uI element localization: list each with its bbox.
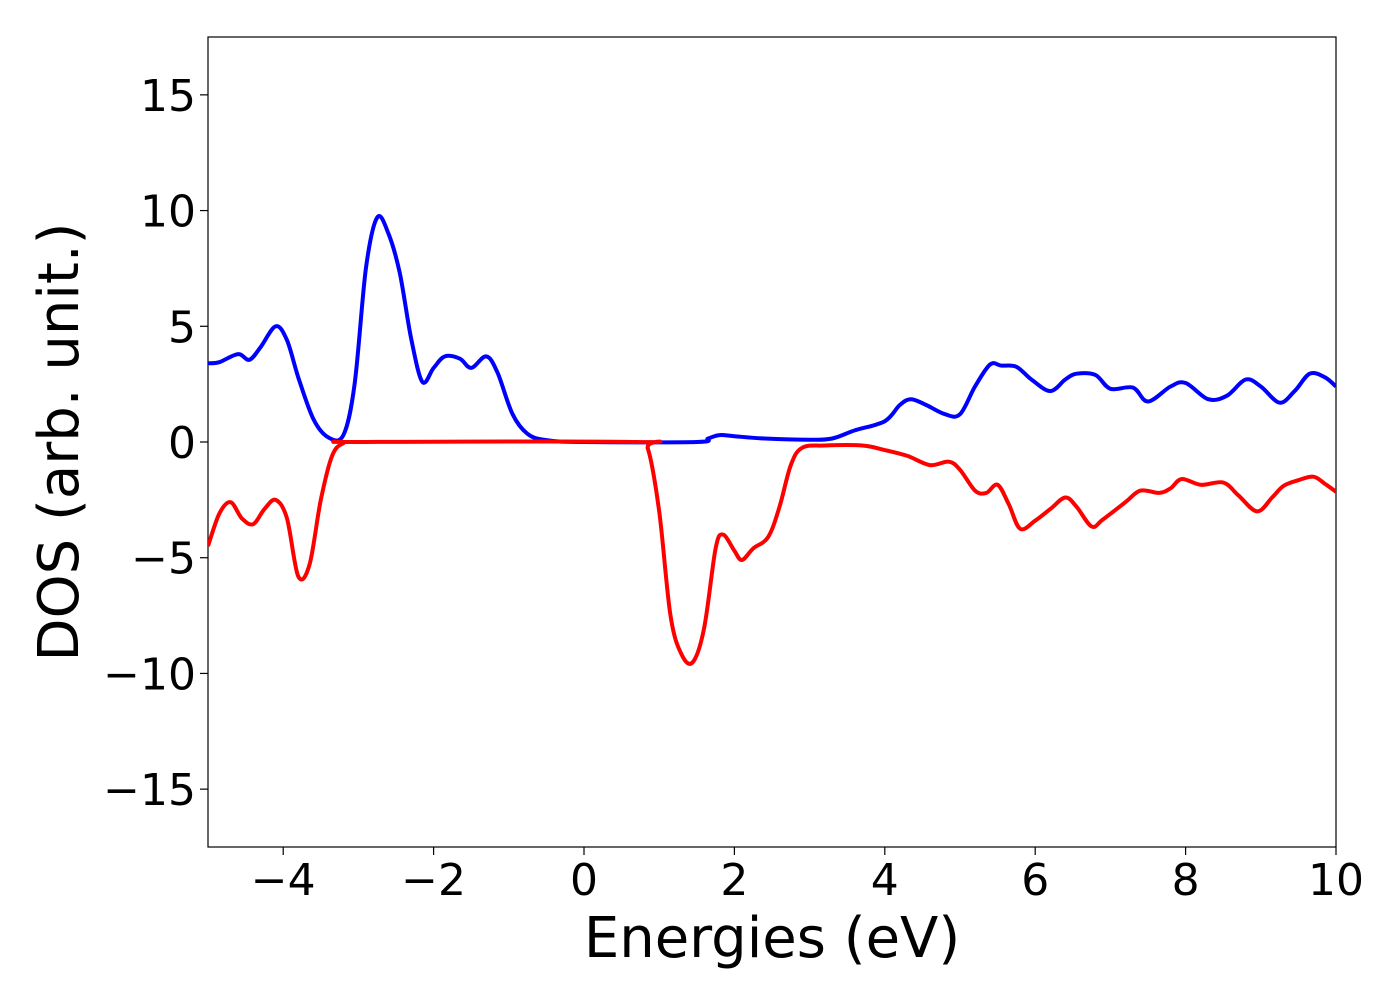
series-line-blue — [208, 214, 1336, 445]
x-tick-label: −4 — [251, 855, 316, 906]
x-tick-label: 4 — [871, 855, 899, 906]
x-tick-label: 2 — [720, 855, 748, 906]
y-tick-label: 0 — [168, 418, 196, 469]
series-line-red — [208, 439, 1336, 666]
y-tick-label: −15 — [103, 765, 196, 816]
x-tick-label: 0 — [570, 855, 598, 906]
x-tick-label: 8 — [1172, 855, 1200, 906]
x-tick-label: 10 — [1308, 855, 1364, 906]
x-axis-label: Energies (eV) — [584, 906, 960, 971]
y-axis-label: DOS (arb. unit.) — [27, 222, 92, 661]
series-layer — [208, 214, 1336, 666]
x-axis-ticks: −4 −2 0 2 4 6 8 10 — [251, 847, 1364, 906]
y-tick-label: 15 — [140, 71, 196, 122]
x-tick-label: −2 — [401, 855, 466, 906]
y-tick-label: 5 — [168, 302, 196, 353]
y-tick-label: 10 — [140, 187, 196, 238]
x-tick-label: 6 — [1021, 855, 1049, 906]
y-tick-label: −10 — [103, 649, 196, 700]
y-axis-ticks: 15 10 5 0 −5 −10 −15 — [103, 71, 208, 816]
y-tick-label: −5 — [131, 534, 196, 585]
